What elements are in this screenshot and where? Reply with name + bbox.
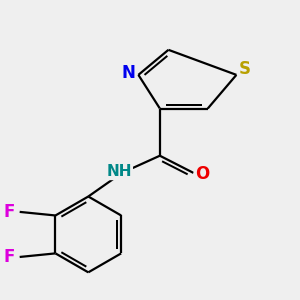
Text: F: F bbox=[4, 248, 15, 266]
Text: S: S bbox=[239, 60, 251, 78]
Text: O: O bbox=[195, 165, 209, 183]
Text: F: F bbox=[4, 203, 15, 221]
Text: NH: NH bbox=[106, 164, 132, 179]
Text: N: N bbox=[122, 64, 135, 82]
